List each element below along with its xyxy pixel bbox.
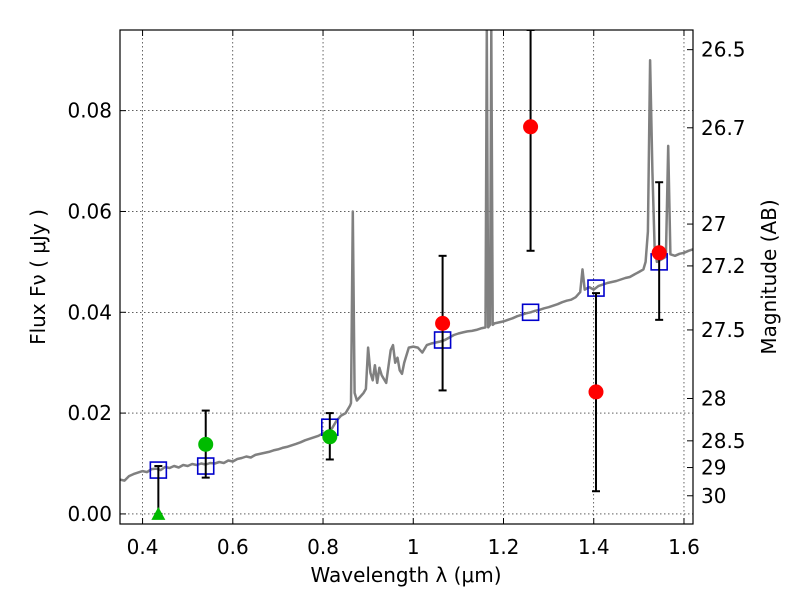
right-axis-label: Magnitude (AB)	[757, 199, 781, 354]
right-tick-label: 30	[701, 484, 726, 508]
y-tick-label: 0.00	[67, 502, 112, 526]
y-tick-label: 0.04	[67, 300, 112, 324]
plot-frame	[119, 29, 694, 525]
red-data-point	[523, 119, 539, 135]
right-tick-label: 27.2	[701, 254, 746, 278]
right-tick-label: 26.7	[701, 116, 746, 140]
x-tick-label: 1.2	[488, 535, 520, 559]
x-tick-label: 1.4	[578, 535, 610, 559]
x-tick-label: 0.4	[127, 535, 159, 559]
model-band-square	[521, 303, 540, 322]
right-tick-label: 29	[701, 456, 726, 480]
y-tick-label: 0.08	[67, 99, 112, 123]
red-data-point	[435, 315, 451, 331]
red-data-point	[651, 245, 667, 261]
right-tick-label: 28	[701, 386, 726, 410]
y-axis-label: Flux Fν ( μJy )	[26, 209, 50, 345]
model-spectrum-line	[120, 30, 693, 482]
x-axis-label: Wavelength λ (μm)	[310, 563, 501, 587]
ticks: 0.4 0.6 0.8 1 1.2 1.4 1.6 0.00 0.02 0.04 0.06 0.08 2…	[67, 30, 746, 559]
right-tick-label: 26.5	[701, 38, 746, 62]
green-data-point	[322, 429, 338, 445]
x-tick-label: 0.6	[217, 535, 249, 559]
red-data-point	[588, 384, 604, 400]
plot-area	[120, 30, 693, 520]
upper-limit-triangle	[151, 506, 166, 520]
x-tick-label: 1	[407, 535, 420, 559]
green-data-point	[198, 436, 214, 452]
right-tick-label: 27	[701, 212, 726, 236]
grid	[120, 30, 693, 524]
x-tick-label: 0.8	[307, 535, 339, 559]
x-tick-label: 1.6	[668, 535, 700, 559]
right-tick-label: 28.5	[701, 429, 746, 453]
y-tick-label: 0.02	[67, 401, 112, 425]
y-tick-label: 0.06	[67, 199, 112, 223]
right-tick-label: 27.5	[701, 318, 746, 342]
